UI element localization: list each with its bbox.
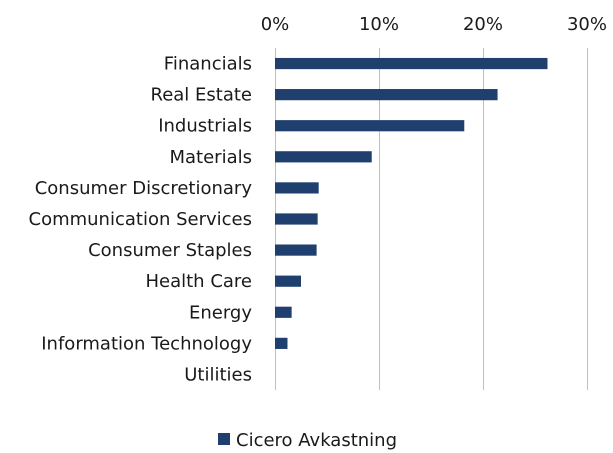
bar [275, 275, 301, 287]
bar [275, 213, 318, 225]
category-label: Materials [169, 147, 252, 168]
x-tick-label: 0% [261, 14, 290, 35]
category-label: Utilities [184, 364, 252, 385]
category-label: Health Care [145, 271, 252, 292]
bar [275, 306, 292, 318]
legend: Cicero Avkastning [218, 430, 397, 451]
legend-label: Cicero Avkastning [236, 430, 397, 451]
category-label: Information Technology [41, 333, 252, 354]
x-tick-label: 20% [463, 14, 503, 35]
bars [275, 57, 548, 349]
x-tick-label: 30% [567, 14, 607, 35]
x-tick-label: 10% [359, 14, 399, 35]
category-label: Industrials [158, 116, 252, 137]
category-label: Communication Services [29, 209, 253, 230]
category-label: Real Estate [151, 85, 253, 106]
category-labels: Financials Real Estate Industrials Material… [29, 54, 253, 386]
bar [275, 244, 317, 256]
bar [275, 89, 498, 101]
category-label: Consumer Discretionary [35, 178, 253, 199]
bar [275, 57, 548, 70]
bar [275, 151, 372, 163]
bar [275, 182, 319, 194]
x-axis-tick-labels: 0% 10% 20% 30% [261, 14, 607, 35]
category-label: Financials [164, 54, 252, 75]
category-label: Consumer Staples [88, 240, 252, 261]
bar [275, 337, 288, 349]
legend-swatch [218, 433, 230, 445]
category-label: Energy [189, 302, 252, 323]
bar [275, 120, 465, 132]
